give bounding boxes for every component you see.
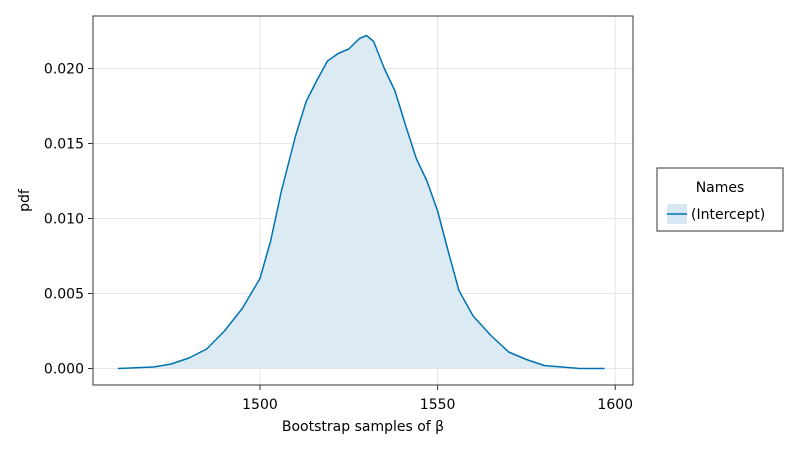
x-tick-label: 1600 — [597, 397, 633, 413]
x-axis-label: Bootstrap samples of β — [282, 419, 444, 435]
y-axis-label: pdf — [17, 188, 33, 212]
y-tick-label: 0.010 — [44, 212, 84, 228]
plot-frame — [92, 15, 634, 386]
legend-title: Names — [696, 180, 745, 196]
plot-area — [117, 34, 605, 370]
y-tick-label: 0.015 — [44, 137, 84, 153]
x-tick-label: 1500 — [242, 397, 278, 413]
y-tick-label: 0.000 — [44, 362, 84, 378]
x-tick-label: 1550 — [420, 397, 456, 413]
y-axis: 0.000 0.005 0.010 0.015 0.020 — [44, 62, 93, 378]
density-line — [117, 34, 605, 370]
y-tick-label: 0.020 — [44, 62, 84, 78]
legend-entry-intercept: (Intercept) — [691, 207, 765, 223]
y-tick-label: 0.005 — [44, 287, 84, 303]
x-axis: 1500 1550 1600 — [242, 385, 633, 413]
density-fill — [117, 35, 605, 369]
legend: Names (Intercept) — [656, 167, 784, 232]
